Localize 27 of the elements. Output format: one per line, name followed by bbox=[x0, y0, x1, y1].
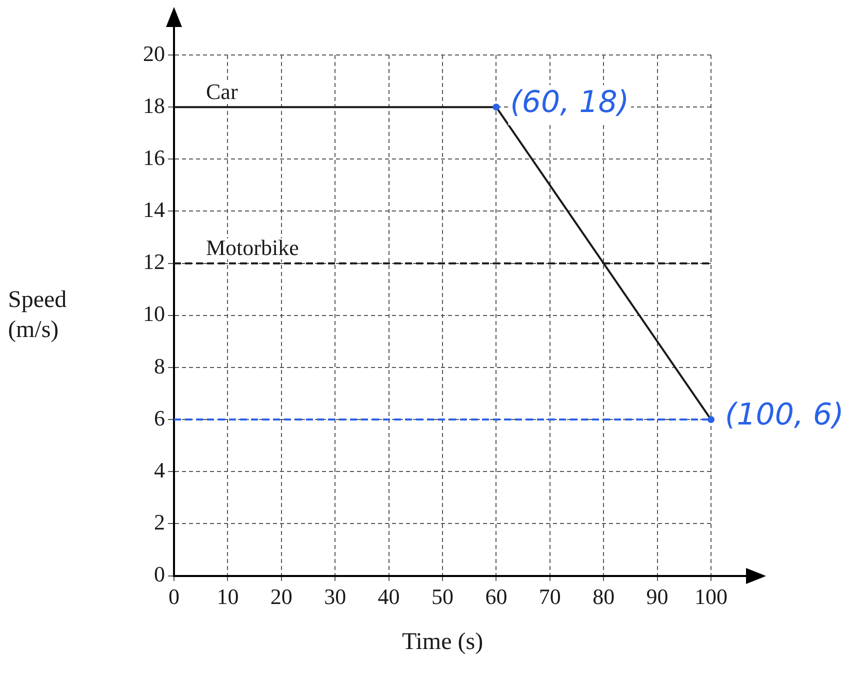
series-label: Car bbox=[206, 78, 238, 104]
annotation: (100, 6) bbox=[725, 397, 844, 432]
x-tick-label: 10 bbox=[216, 584, 239, 609]
x-tick-label: 50 bbox=[432, 584, 454, 609]
x-tick-label: 90 bbox=[646, 584, 668, 609]
y-tick-label: 14 bbox=[143, 197, 165, 222]
x-axis-title: Time (s) bbox=[402, 628, 484, 655]
y-tick-label: 8 bbox=[154, 353, 165, 378]
y-tick-label: 12 bbox=[143, 249, 165, 274]
x-tick-label: 40 bbox=[378, 584, 400, 609]
y-tick-label: 6 bbox=[154, 405, 165, 430]
y-tick-label: 10 bbox=[143, 301, 165, 326]
y-tick-label: 2 bbox=[154, 510, 165, 534]
series-label: Motorbike bbox=[206, 235, 299, 260]
annotation: (60, 18) bbox=[510, 84, 630, 120]
y-tick-label: 20 bbox=[143, 40, 165, 66]
y-tick-label: 18 bbox=[143, 92, 165, 118]
x-tick-label: 80 bbox=[592, 584, 615, 609]
y-tick-label: 0 bbox=[154, 562, 165, 587]
x-tick-label: 60 bbox=[485, 584, 508, 609]
y-tick-label: 16 bbox=[143, 144, 165, 170]
x-tick-label: 70 bbox=[538, 584, 561, 609]
x-tick-label: 100 bbox=[694, 584, 728, 609]
x-tick-label: 30 bbox=[324, 584, 346, 609]
y-axis-title: Speed (m/s) bbox=[8, 286, 68, 345]
x-tick-label: 20 bbox=[270, 584, 292, 609]
y-tick-label: 4 bbox=[154, 457, 165, 482]
